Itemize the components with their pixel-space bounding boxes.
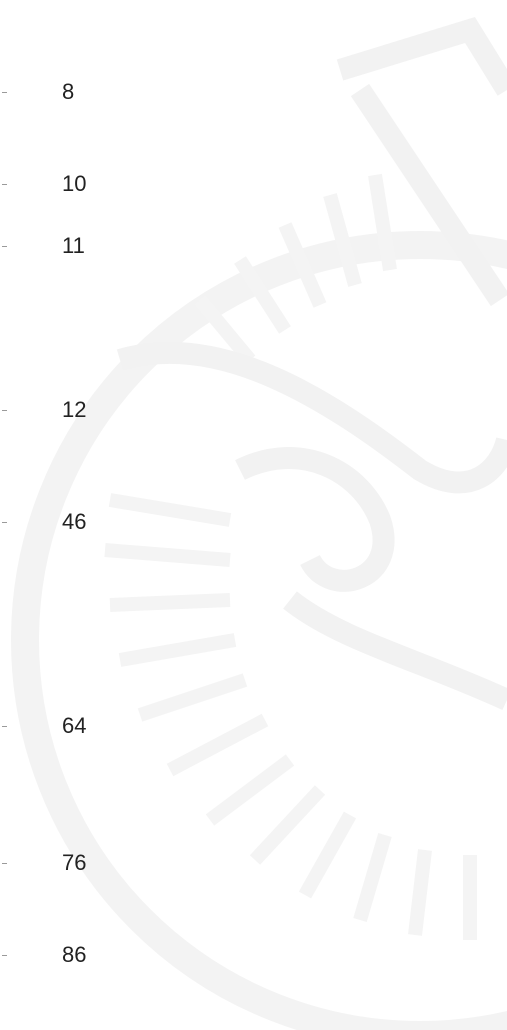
row-marker — [2, 726, 7, 727]
row-marker — [2, 92, 7, 93]
row-number: 11 — [62, 231, 85, 261]
list-row: 86 — [0, 940, 507, 970]
list-row: 12 — [0, 395, 507, 425]
list-row: 8 — [0, 77, 507, 107]
row-number: 86 — [62, 940, 86, 970]
row-marker — [2, 955, 7, 956]
row-number: 46 — [62, 507, 86, 537]
row-marker — [2, 410, 7, 411]
row-marker — [2, 863, 7, 864]
row-number: 64 — [62, 711, 86, 741]
list-row: 10 — [0, 169, 507, 199]
row-number: 12 — [62, 395, 86, 425]
list-row: 64 — [0, 711, 507, 741]
list-row: 76 — [0, 848, 507, 878]
row-marker — [2, 246, 7, 247]
row-number: 10 — [62, 169, 86, 199]
list-row: 11 — [0, 231, 507, 261]
row-marker — [2, 184, 7, 185]
row-number: 76 — [62, 848, 86, 878]
page: 810111246647686 (() => { const data = JS… — [0, 0, 507, 1030]
row-number: 8 — [62, 77, 74, 107]
list-row: 46 — [0, 507, 507, 537]
row-marker — [2, 522, 7, 523]
